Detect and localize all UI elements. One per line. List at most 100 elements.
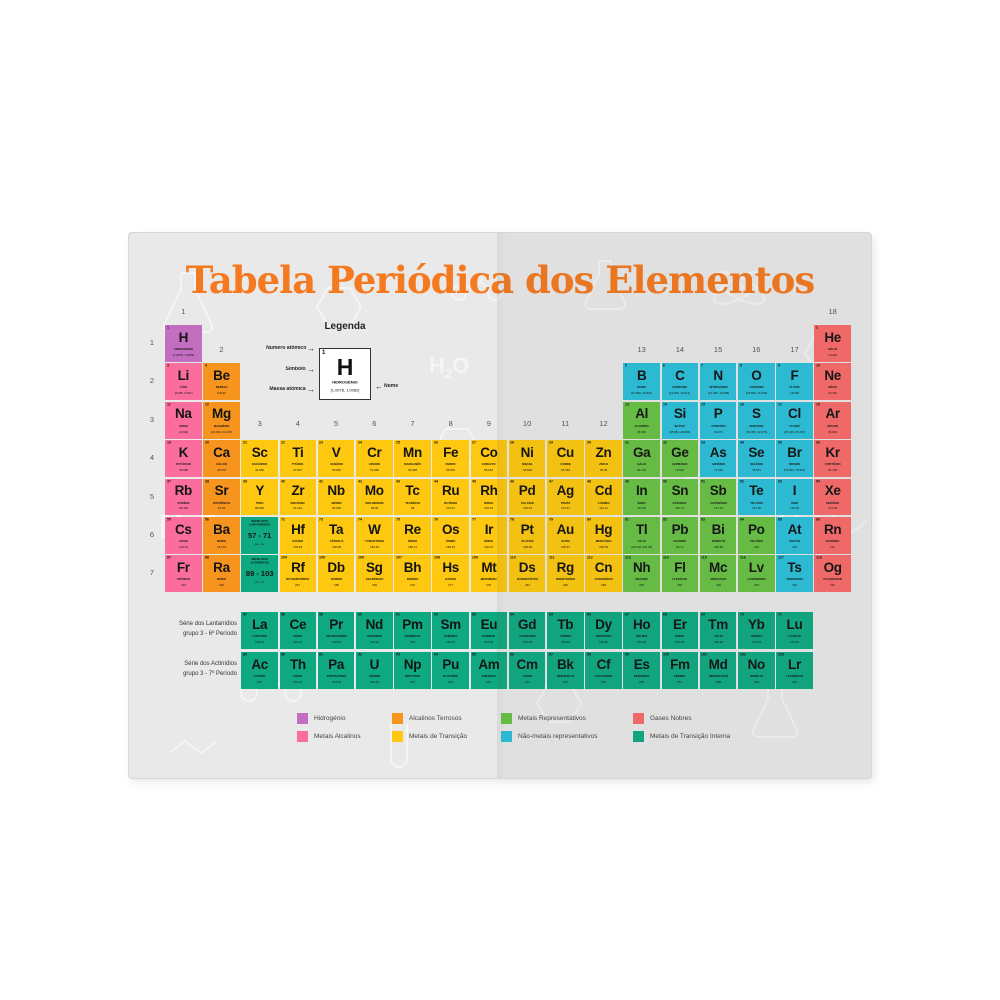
element-number: 115 (701, 556, 708, 560)
element-mass: 138.91 (255, 640, 265, 644)
element-mass: 22.990 (178, 430, 188, 434)
element-mass: 54.938 (408, 468, 417, 472)
element-name: TÁLIO (637, 540, 647, 543)
element-cell-Ra: 88 Ra RÁDIO 226 (203, 555, 240, 593)
element-mass: 174.97 (790, 640, 799, 644)
element-number: 39 (242, 479, 247, 484)
element-name: HIDROGÉNIO (174, 348, 193, 351)
group-label-17: 17 (790, 345, 799, 354)
element-cell-Fl: 114 Fl FLERÓVIO 289 (661, 555, 699, 593)
element-symbol: Ni (520, 444, 534, 460)
element-number: 57 (242, 613, 247, 617)
element-mass: 58.693 (522, 468, 532, 472)
element-mass: 282 (562, 584, 568, 588)
element-symbol: Og (823, 559, 842, 575)
element-symbol: Cr (367, 444, 382, 460)
element-name: IRÍDIO (484, 540, 494, 543)
category-swatch-repmetal (501, 713, 512, 724)
element-symbol: Ba (213, 521, 230, 537)
element-symbol: Tc (405, 483, 420, 499)
element-mass: 107.87 (560, 507, 570, 511)
element-number: 21 (242, 441, 247, 445)
legend-sample-symbol: H (336, 354, 354, 380)
element-number: 19 (166, 441, 171, 445)
element-name: HÓLMIO (635, 635, 648, 638)
element-number: 72 (281, 518, 286, 522)
element-symbol: Sn (671, 483, 689, 499)
element-name: FÉRMIO (674, 675, 686, 678)
element-mass: 126.90 (790, 507, 799, 511)
element-cell-Mo: 42 Mo MOLIBDÉNIO 95.95 (356, 478, 393, 516)
element-number: 8 (739, 364, 742, 368)
series-placeholder-span: Ac - Lr (255, 580, 265, 584)
element-mass: [10.806, 10.821] (631, 392, 653, 396)
element-symbol: Ti (292, 444, 304, 460)
element-mass: 223 (180, 584, 186, 588)
element-name: COBALTO (481, 463, 496, 467)
element-name: CÚRIO (522, 675, 532, 678)
element-symbol: Ds (518, 559, 536, 575)
element-mass: 286 (639, 584, 645, 588)
period-label-6: 6 (149, 530, 155, 539)
element-number: 71 (777, 613, 782, 617)
element-symbol: Te (749, 483, 764, 499)
element-mass: 289 (677, 584, 683, 588)
element-name: ÍNDIO (637, 501, 646, 505)
element-number: 47 (548, 479, 553, 484)
element-symbol: Cl (788, 406, 801, 422)
element-mass: 51.996 (369, 468, 379, 472)
element-mass: 180.95 (331, 545, 341, 549)
element-cell-Ba: 56 Ba BÁRIO 137.33 (203, 517, 240, 554)
element-symbol: Hf (291, 521, 305, 537)
element-mass: 112.41 (599, 507, 608, 511)
element-number: 65 (548, 613, 553, 617)
category-legend-item-inner: Metais de Transição Interna (633, 731, 730, 742)
element-cell-Ds: 110 Ds DARMSTÁDTIO 281 (508, 555, 546, 593)
element-symbol: Es (633, 656, 650, 672)
element-number: 116 (739, 556, 746, 560)
category-label: Não-metais representativos (518, 733, 598, 740)
element-name: RADÓNIO (825, 540, 840, 543)
group-label-11: 11 (561, 419, 570, 428)
element-symbol: Th (289, 656, 306, 672)
element-cell-Ni: 28 Ni NÍQUEL 58.693 (508, 440, 546, 477)
element-name: CÉSIO (178, 540, 188, 543)
element-symbol: Cu (556, 444, 575, 460)
element-number: 101 (701, 653, 708, 657)
element-cell-Pb: 82 Pb CHUMBO 207.2 (661, 517, 699, 554)
element-name: DARMSTÁDTIO (516, 578, 538, 582)
element-mass: 278 (486, 584, 492, 588)
element-symbol: Nd (365, 616, 384, 632)
element-symbol: Cs (174, 521, 192, 537)
element-number: 83 (701, 518, 706, 522)
element-mass: 140.91 (331, 640, 341, 644)
element-mass: 232.04 (293, 680, 303, 684)
svg-text:H2O: H2O (429, 353, 469, 381)
element-symbol: Be (213, 367, 230, 383)
element-mass: 258 (715, 680, 721, 684)
element-symbol: Cf (596, 656, 611, 672)
element-mass: 58.933 (484, 468, 494, 472)
element-cell-Ag: 47 Ag PRATA 107.87 (547, 478, 584, 516)
element-mass: 102.91 (484, 507, 494, 511)
period-label-7: 7 (149, 568, 155, 578)
element-cell-Cl: 17 Cl CLORO [35.446, 35.457] (776, 401, 813, 439)
element-name: CÉRIO (293, 635, 303, 638)
element-cell-N: 7 N NITROGÉNIO [14.006, 14.008] (699, 363, 737, 401)
element-name: HÁFNIO (292, 540, 304, 543)
element-symbol: V (331, 444, 341, 460)
element-mass: 259 (753, 680, 759, 684)
element-symbol: Ru (441, 483, 460, 499)
element-symbol: Ar (825, 406, 840, 422)
element-cell-Ho: 67 Ho HÓLMIO 164.93 (623, 612, 660, 649)
element-cell-Hg: 80 Hg MERCÚRIO 200.59 (585, 517, 622, 554)
element-mass: 69.723 (637, 468, 647, 472)
element-cell-Al: 13 Al ALUMÍNIO 26.982 (623, 401, 660, 439)
element-number: 113 (624, 556, 631, 560)
element-mass: 186.21 (408, 545, 417, 549)
element-number: 48 (586, 479, 591, 484)
element-cell-As: 33 As ARSÉNIO 74.922 (699, 440, 737, 477)
element-mass: 9.0122 (217, 392, 226, 396)
element-name: BERQUÉLIO (556, 675, 574, 678)
group-label-16: 16 (752, 345, 761, 354)
